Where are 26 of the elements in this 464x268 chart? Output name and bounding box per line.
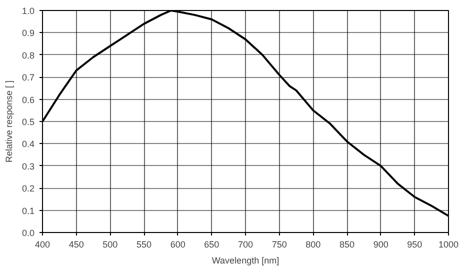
x-tick-label: 650	[204, 240, 220, 250]
y-axis-title: Relative response [ ]	[4, 80, 14, 163]
y-tick-label: 0.6	[22, 94, 35, 105]
y-tick-label: 1.0	[22, 6, 35, 16]
x-tick-label: 450	[68, 240, 84, 250]
x-tick-label: 800	[306, 240, 321, 250]
x-tick-label: 700	[238, 240, 254, 250]
y-tick-label: 0.9	[22, 28, 35, 38]
x-tick-label: 750	[272, 240, 287, 250]
y-tick-label: 0.0	[22, 228, 35, 238]
x-tick-label: 600	[170, 240, 186, 250]
x-tick-label: 1000	[438, 240, 459, 250]
y-tick-label: 0.4	[22, 139, 35, 150]
y-tick-label: 0.2	[22, 184, 35, 194]
y-tick-label: 0.1	[22, 206, 35, 216]
y-tick-label: 0.8	[22, 50, 35, 60]
x-tick-label: 950	[407, 240, 422, 250]
y-tick-label: 0.5	[22, 117, 35, 127]
y-tick-label: 0.7	[22, 72, 35, 83]
y-tick-label: 0.3	[22, 161, 35, 172]
x-tick-label: 400	[34, 240, 50, 250]
x-tick-label: 500	[102, 240, 118, 250]
x-axis-title: Wavelength [nm]	[212, 256, 280, 266]
x-tick-label: 550	[136, 240, 152, 250]
x-tick-label: 900	[373, 240, 388, 250]
x-tick-label: 850	[339, 240, 355, 250]
